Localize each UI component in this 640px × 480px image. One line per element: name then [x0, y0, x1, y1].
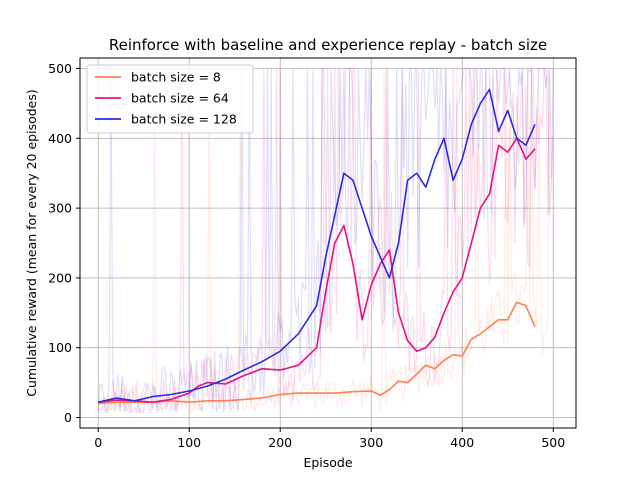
series-line	[98, 301, 536, 405]
x-axis: 0 100 200 300 400 500	[94, 428, 565, 450]
raw-series-trace	[98, 67, 554, 414]
legend-label: batch size = 128	[131, 112, 237, 127]
y-tick-label: 100	[48, 340, 72, 355]
x-tick-label: 200	[268, 435, 292, 450]
legend-box	[86, 64, 254, 134]
x-tick-label: 300	[359, 435, 383, 450]
y-axis-label: Cumulative reward (mean for every 20 epi…	[24, 89, 39, 396]
legend-label: batch size = 64	[131, 91, 229, 106]
smoothed-series-layer	[98, 88, 536, 405]
y-tick-label: 200	[48, 270, 72, 285]
x-axis-label: Episode	[303, 455, 352, 470]
x-tick-label: 500	[541, 435, 565, 450]
chart-title: Reinforce with baseline and experience r…	[109, 36, 547, 54]
series-line	[98, 88, 536, 403]
series-line	[98, 137, 536, 403]
y-tick-label: 400	[48, 131, 72, 146]
y-tick-label: 500	[48, 61, 72, 76]
legend-label: batch size = 8	[131, 70, 221, 85]
plot-frame	[79, 57, 577, 429]
grid	[80, 58, 576, 428]
x-tick-label: 0	[94, 435, 102, 450]
x-tick-label: 100	[177, 435, 201, 450]
y-tick-label: 300	[48, 201, 72, 216]
raw-series-trace	[97, 67, 554, 413]
y-axis: 0 100 200 300 400 500	[48, 61, 80, 425]
legend: batch size = 8 batch size = 64 batch size …	[86, 64, 254, 134]
y-tick-label: 0	[64, 410, 72, 425]
x-tick-label: 400	[450, 435, 474, 450]
